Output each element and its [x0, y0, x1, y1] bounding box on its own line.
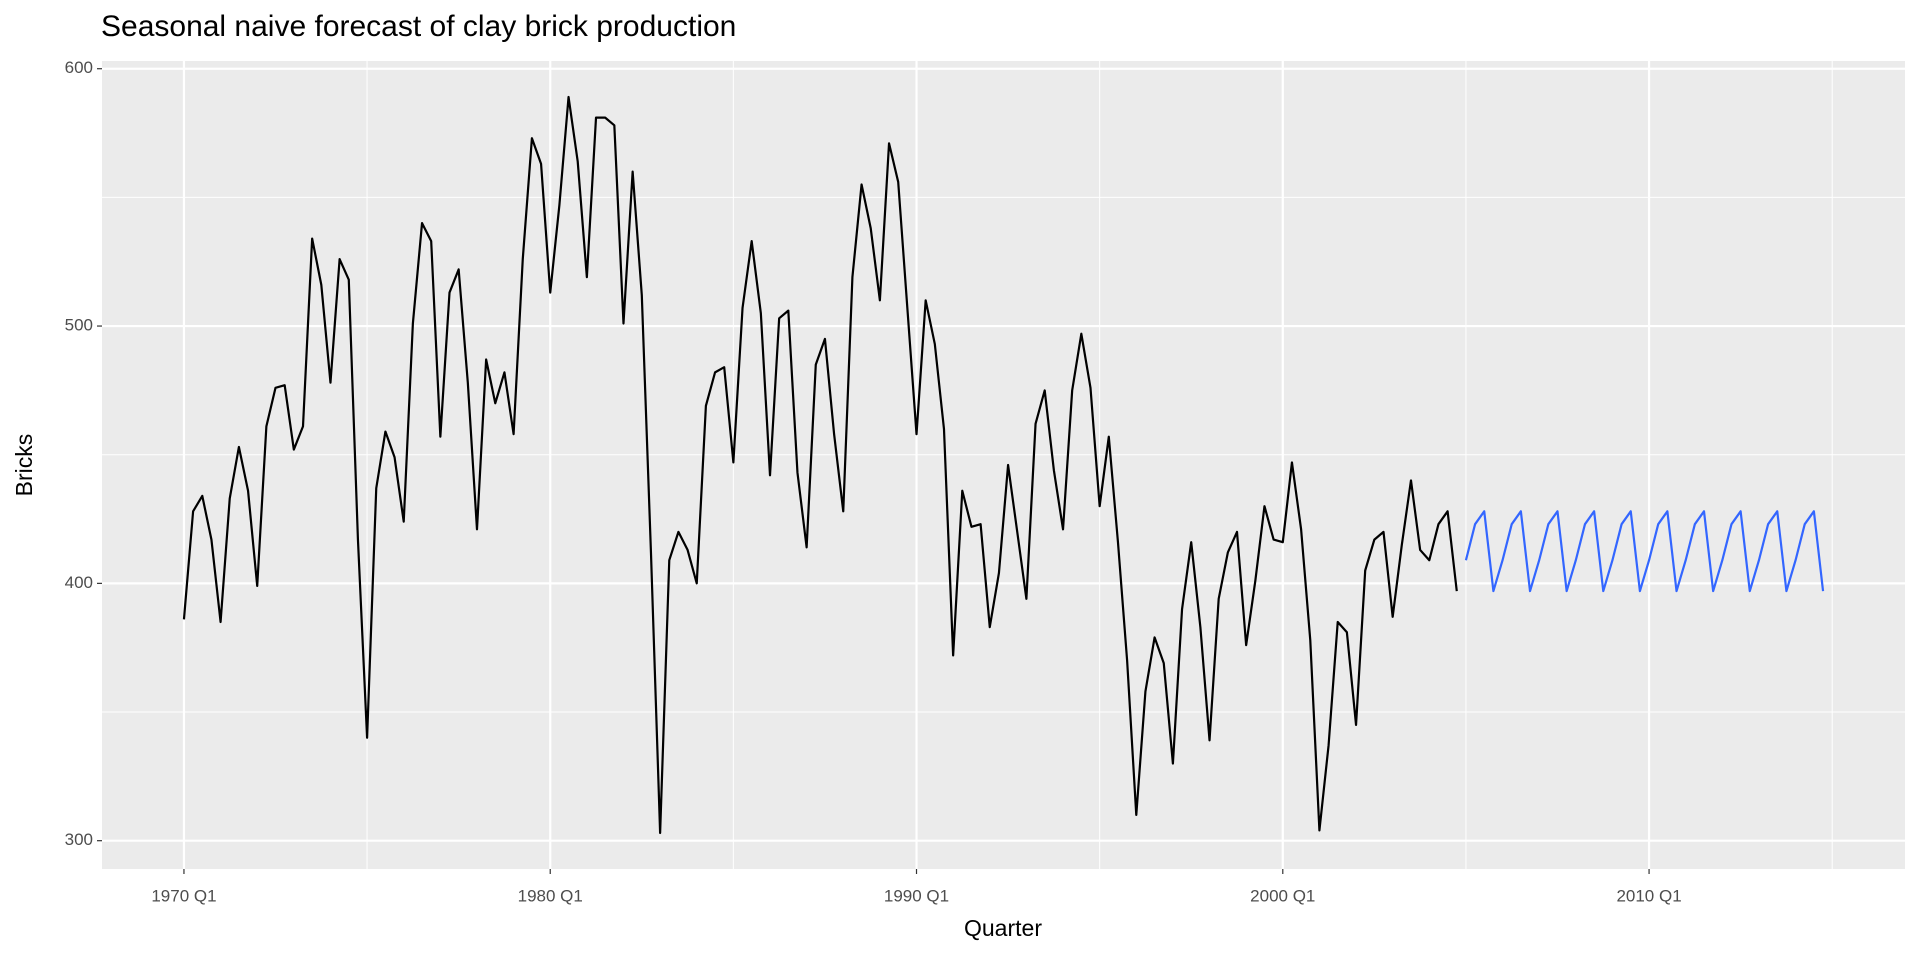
chart-title: Seasonal naive forecast of clay brick pr… — [101, 10, 736, 43]
y-tick-label: 400 — [65, 573, 93, 592]
series-line — [1464, 510, 1825, 593]
plot-panel — [102, 61, 1905, 869]
y-axis-title: Bricks — [11, 434, 37, 497]
x-axis-title: Quarter — [964, 915, 1042, 941]
x-tick-label: 1970 Q1 — [151, 886, 216, 905]
series-line — [182, 95, 1458, 835]
x-tick-label: 1980 Q1 — [518, 886, 583, 905]
x-tick-label: 1990 Q1 — [884, 886, 949, 905]
x-tick-label: 2000 Q1 — [1250, 886, 1315, 905]
y-tick-label: 500 — [65, 316, 93, 335]
y-tick-label: 600 — [65, 58, 93, 77]
x-tick-label: 2010 Q1 — [1616, 886, 1681, 905]
y-tick-label: 300 — [65, 830, 93, 849]
